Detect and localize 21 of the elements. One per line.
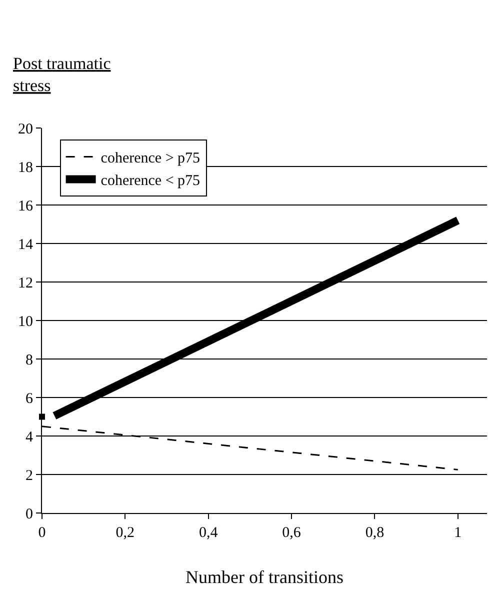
legend-label: coherence > p75: [100, 150, 200, 167]
x-tick-label: 0,4: [198, 525, 218, 541]
x-tick-label: 1: [454, 525, 462, 541]
x-tick-label: 0,2: [116, 525, 135, 541]
y-tick-label: 6: [26, 390, 34, 407]
y-tick-label: 2: [26, 468, 33, 484]
x-axis-title: Number of transitions: [186, 567, 344, 588]
y-tick-label: 0: [26, 506, 33, 522]
y-tick-label: 18: [18, 160, 33, 176]
y-tick-label: 14: [18, 236, 34, 253]
x-tick-label: 0,6: [282, 525, 302, 541]
y-tick-label: 8: [26, 352, 33, 368]
y-tick-label: 12: [18, 275, 33, 292]
x-tick-label: 0: [38, 525, 46, 541]
x-tick-label: 0,8: [365, 525, 384, 541]
y-tick-label: 16: [18, 198, 34, 214]
y-tick-label: 20: [18, 121, 33, 138]
y-tick-label: 4: [26, 429, 34, 446]
y-tick-label: 10: [18, 314, 33, 330]
legend-label: coherence < p75: [100, 173, 200, 190]
y-axis-title: Post traumatic stress: [13, 54, 112, 96]
